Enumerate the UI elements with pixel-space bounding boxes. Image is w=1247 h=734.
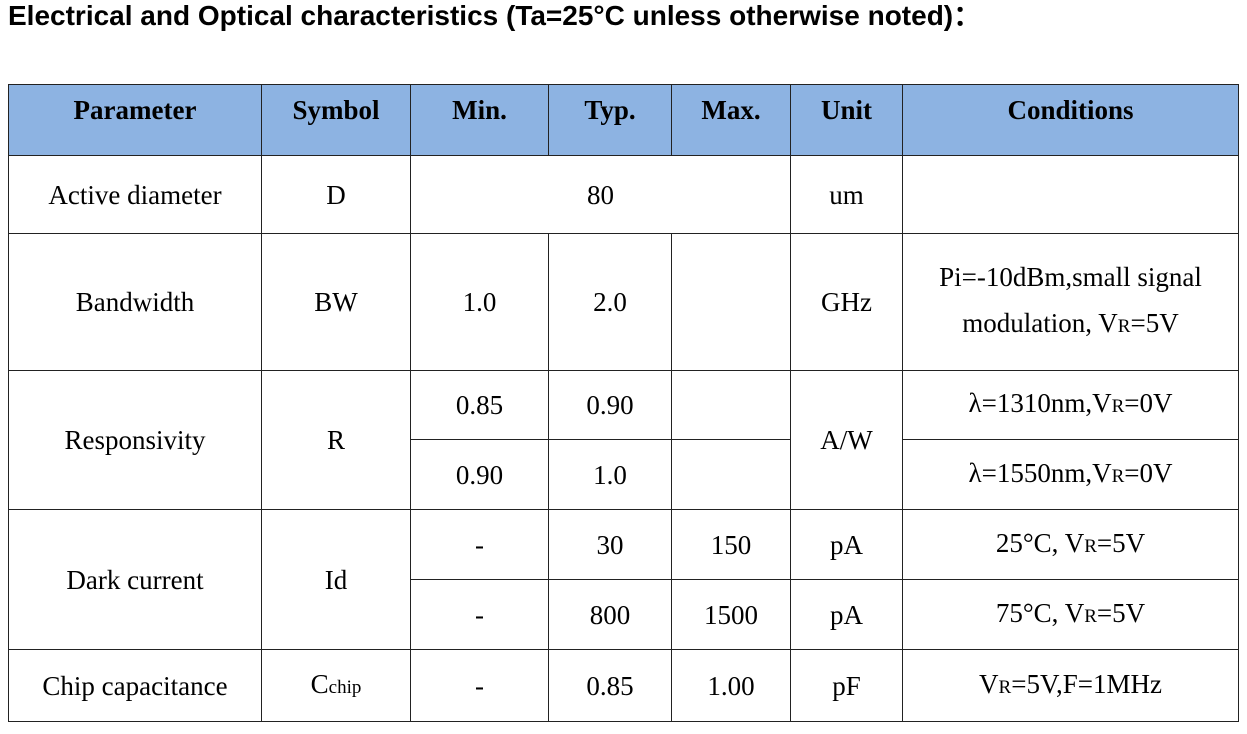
param-cell: Responsivity [8, 370, 262, 510]
cond-cell [902, 155, 1239, 234]
cond-line: modulation, VR=5V [903, 300, 1238, 350]
cond-text: λ=1550nm,V [968, 457, 1112, 488]
param-cell: Bandwidth [8, 233, 262, 371]
table-row: 0.90 1.0 λ=1550nm,VR=0V [9, 439, 1239, 510]
cond-text: 75°C, V [995, 597, 1085, 628]
cond-text: modulation, V [962, 308, 1118, 338]
cond-text: =5V [1130, 308, 1179, 338]
unit-cell: pA [790, 509, 903, 580]
max-cell: 1500 [671, 579, 791, 650]
typ-cell: 0.85 [548, 649, 672, 722]
cond-text: =5V [1096, 597, 1146, 628]
symbol-sub: chip [328, 676, 362, 698]
max-cell: 150 [671, 509, 791, 580]
table-row: Active diameter D 80 um [8, 155, 1239, 234]
symbol-cell: BW [261, 233, 411, 371]
table-row: Dark current Id - 30 150 pA 25°C, VR=5V [8, 509, 1239, 650]
min-cell: 0.90 [410, 439, 549, 510]
section-title: Electrical and Optical characteristics (… [8, 0, 982, 31]
cond-cell: 25°C, VR=5V [902, 509, 1239, 580]
max-cell: 1.00 [671, 649, 791, 722]
cond-text: 25°C, V [995, 527, 1085, 558]
symbol-cell: Id [261, 509, 411, 650]
cond-sub: R [1084, 535, 1097, 557]
max-cell [671, 233, 791, 371]
cond-text: =5V,F=1MHz [1011, 668, 1162, 699]
header-row: Parameter Symbol Min. Typ. Max. Unit Con… [8, 84, 1239, 156]
cond-cell: VR=5V,F=1MHz [902, 649, 1239, 722]
typ-cell: 30 [548, 509, 672, 580]
min-cell: - [410, 509, 549, 580]
cond-sub: R [998, 676, 1012, 698]
header-min: Min. [410, 84, 549, 156]
cond-cell: λ=1550nm,VR=0V [902, 439, 1239, 510]
cond-sub: R [1111, 396, 1125, 417]
symbol-text: C [310, 668, 329, 699]
unit-cell: A/W [790, 370, 903, 510]
param-cell: Chip capacitance [8, 649, 262, 722]
symbol-cell: R [261, 370, 411, 510]
header-conditions: Conditions [902, 84, 1239, 156]
typ-cell: 80 [410, 155, 791, 234]
min-cell: 0.85 [410, 370, 549, 440]
min-cell: - [410, 649, 549, 722]
table-row: Responsivity R 0.85 0.90 A/W λ=1310nm,VR… [8, 370, 1239, 510]
header-max: Max. [671, 84, 791, 156]
symbol-cell: Cchip [261, 649, 411, 722]
table-row: - 800 1500 pA 75°C, VR=5V [9, 579, 1239, 650]
cond-text: =0V [1124, 457, 1173, 488]
cond-sub: R [1117, 316, 1131, 337]
cond-cell: 75°C, VR=5V [902, 579, 1239, 650]
param-cell: Active diameter [8, 155, 262, 234]
max-cell [671, 370, 791, 440]
unit-cell: pA [790, 579, 903, 650]
header-typ: Typ. [548, 84, 672, 156]
cond-cell: Pi=-10dBm,small signal modulation, VR=5V [902, 233, 1239, 371]
cond-line: Pi=-10dBm,small signal [939, 262, 1202, 292]
table-row: Bandwidth BW 1.0 2.0 GHz Pi=-10dBm,small… [8, 233, 1239, 371]
unit-cell: um [790, 155, 903, 234]
cond-text: V [979, 668, 999, 699]
typ-cell: 0.90 [548, 370, 672, 440]
typ-cell: 2.0 [548, 233, 672, 371]
min-cell: - [410, 579, 549, 650]
typ-cell: 800 [548, 579, 672, 650]
cond-text: λ=1310nm,V [968, 388, 1112, 418]
symbol-cell: D [261, 155, 411, 234]
header-symbol: Symbol [261, 84, 411, 156]
header-parameter: Parameter [8, 84, 262, 156]
cond-cell: λ=1310nm,VR=0V [902, 370, 1239, 440]
min-cell: 1.0 [410, 233, 549, 371]
param-cell: Dark current [8, 509, 262, 650]
header-unit: Unit [790, 84, 903, 156]
cond-sub: R [1084, 605, 1097, 627]
cond-text: =0V [1124, 388, 1173, 418]
typ-cell: 1.0 [548, 439, 672, 510]
characteristics-table: Parameter Symbol Min. Typ. Max. Unit Con… [8, 84, 1239, 722]
table-row: Chip capacitance Cchip - 0.85 1.00 pF VR… [8, 649, 1239, 722]
unit-cell: GHz [790, 233, 903, 371]
cond-text: =5V [1096, 527, 1146, 558]
unit-cell: pF [790, 649, 903, 722]
max-cell [671, 439, 791, 510]
cond-sub: R [1111, 465, 1125, 487]
